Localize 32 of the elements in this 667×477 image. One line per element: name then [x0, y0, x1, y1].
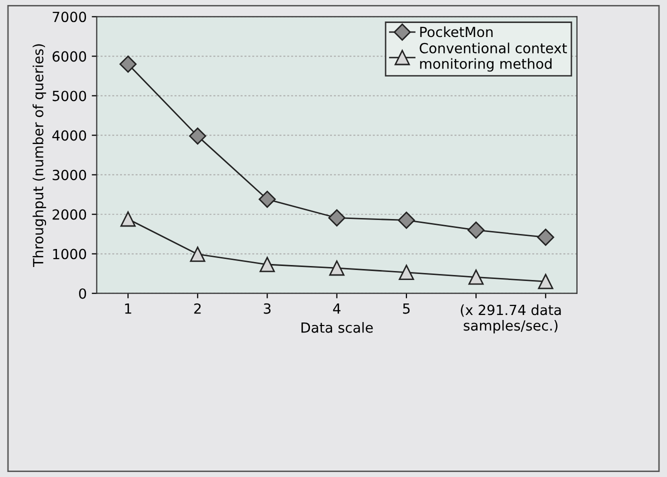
point: [467, 222, 485, 239]
x-tick-label: 4: [333, 304, 340, 314]
x-tick-label: 5: [403, 304, 410, 314]
point: [329, 260, 344, 276]
x-tick-label: 3: [264, 303, 271, 314]
point: [190, 246, 206, 262]
y-tick-label: 4000: [52, 130, 86, 141]
y-tick-label: 2000: [52, 209, 86, 220]
y-axis-title: Throughput (number of queries): [32, 44, 46, 267]
x-tick-label: 1: [125, 304, 132, 314]
legend-label: Conventional context monitoring method: [420, 42, 567, 72]
point: [119, 56, 137, 73]
y-tick-label: 6000: [52, 51, 86, 62]
y-tick-label: 1000: [53, 248, 86, 260]
point: [328, 209, 346, 226]
point: [189, 128, 206, 145]
text: (x 291.74 data samples/sec.): [460, 304, 561, 334]
point: [398, 212, 415, 229]
point: [398, 264, 414, 280]
x-tick-label: 2: [194, 303, 201, 314]
x-axis-title: Data scale: [302, 322, 373, 333]
y-tick-label: 7000: [52, 12, 86, 22]
point: [538, 274, 554, 290]
point: [537, 228, 554, 246]
point: [260, 256, 275, 272]
point: [258, 190, 276, 208]
y-tick-label: 3000: [52, 170, 86, 180]
point: [120, 211, 136, 227]
y-tick-label: 5000: [52, 90, 86, 102]
y-tick-label: 0: [79, 288, 86, 299]
point: [468, 270, 484, 285]
legend-label: PocketMon: [420, 26, 493, 38]
